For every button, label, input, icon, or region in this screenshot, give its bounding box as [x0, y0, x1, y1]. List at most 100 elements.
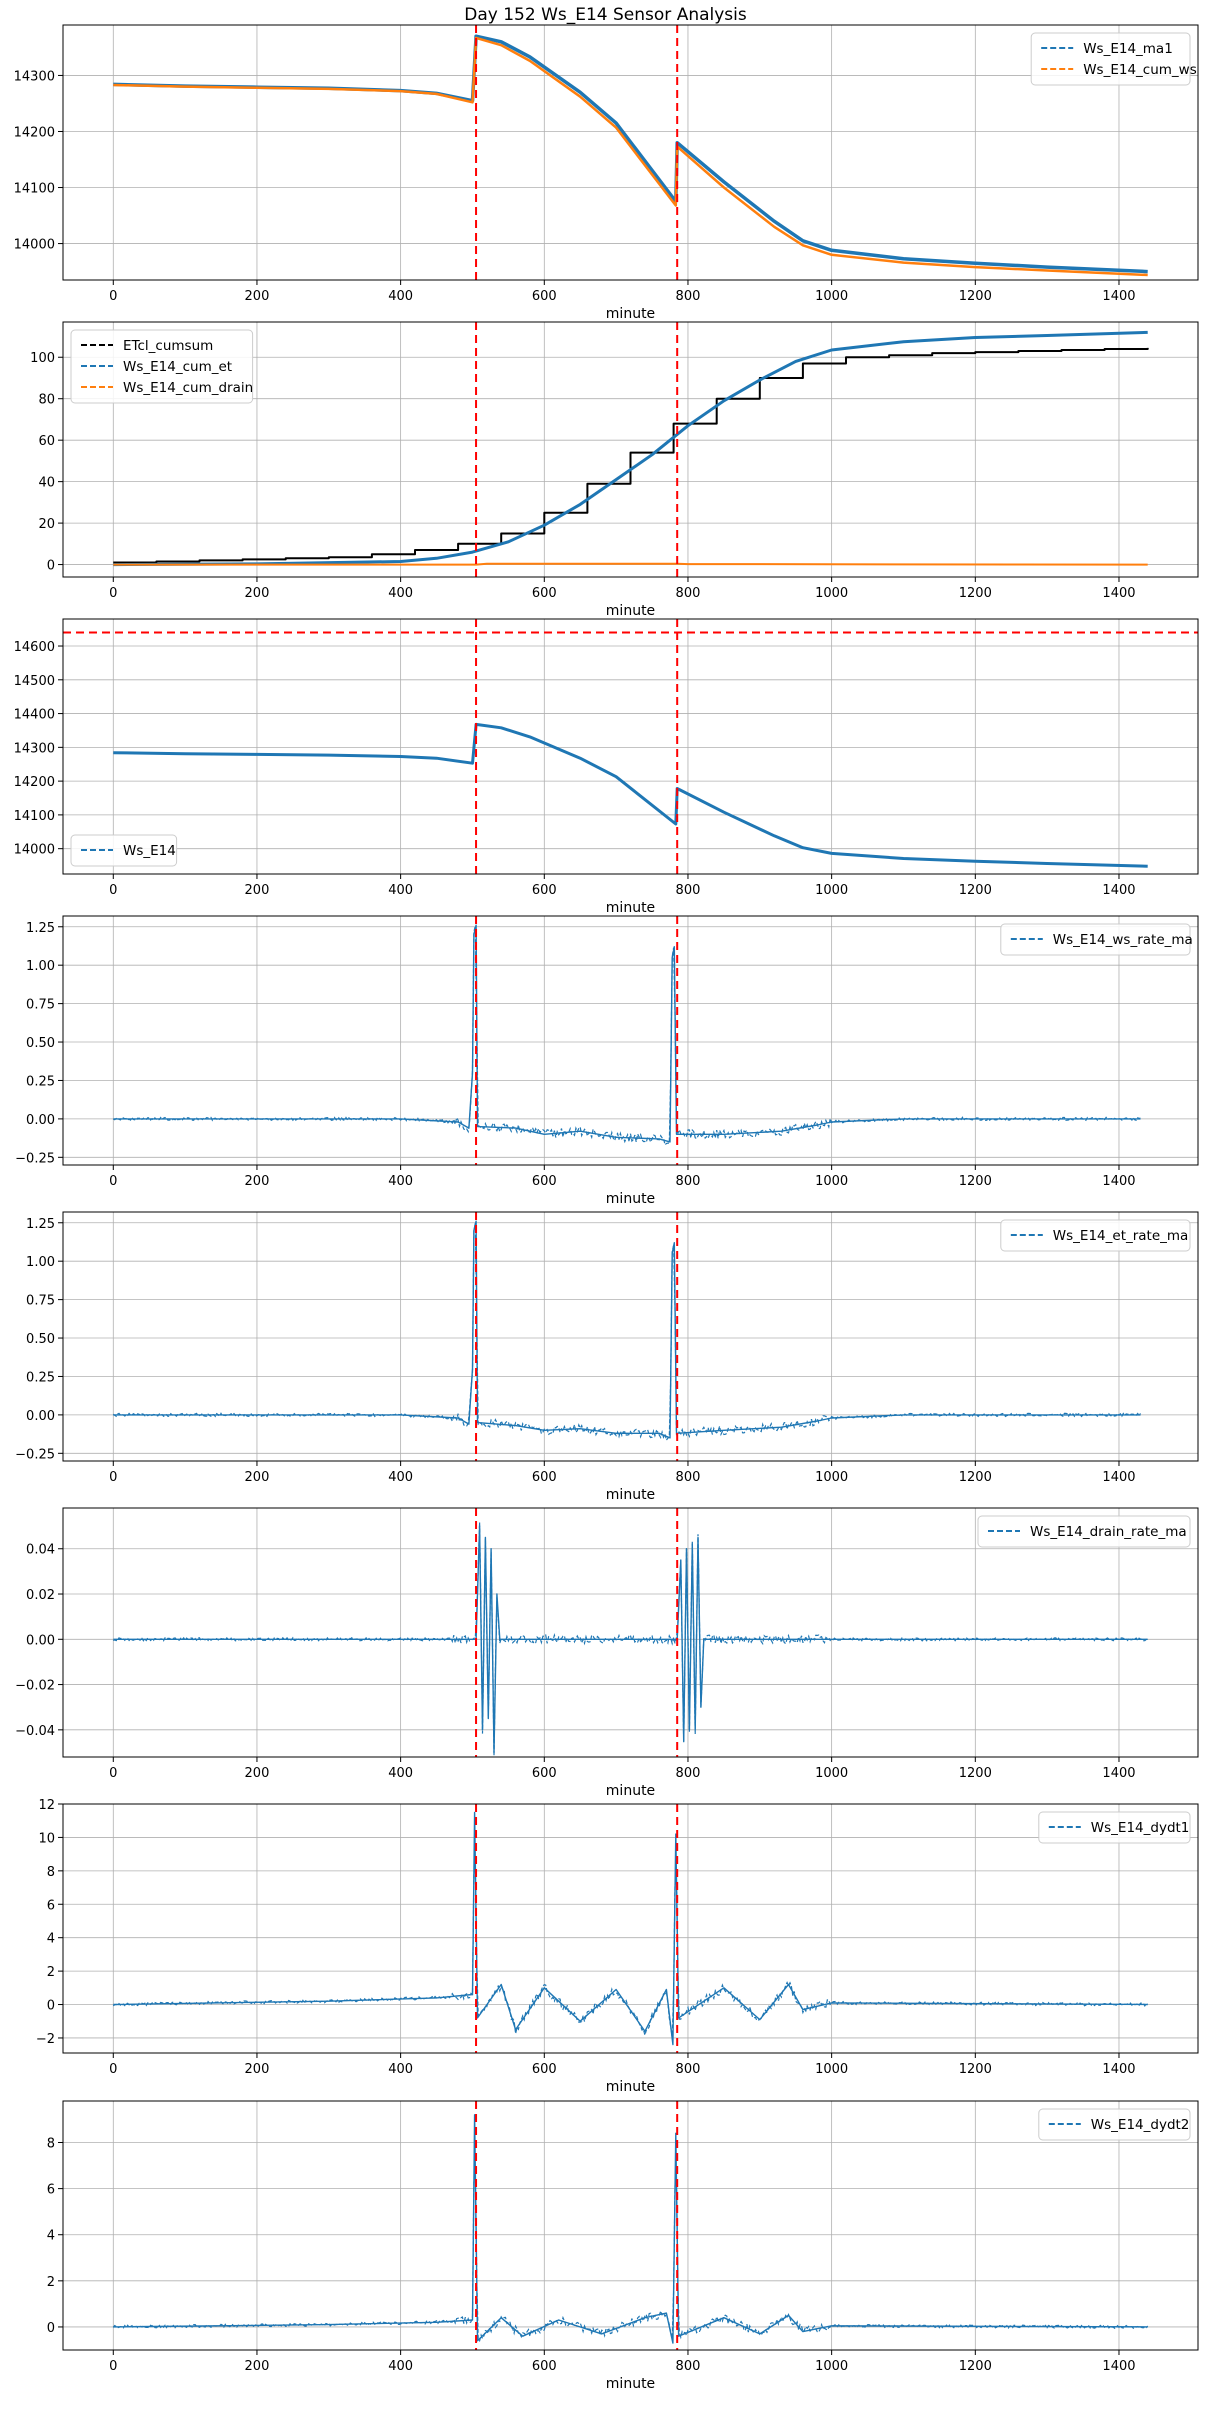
y-tick-label: 1.00: [26, 959, 55, 974]
axes-frame: [62, 2100, 1199, 2351]
y-tick-label: 6: [47, 1898, 55, 1913]
y-tick-label: 1.25: [26, 921, 55, 936]
x-tick-label: 0: [109, 1766, 117, 1781]
x-tick-label: 0: [109, 2359, 117, 2374]
series-line-Ws_E14_cum_et: [113, 330, 1148, 567]
x-tick-label: 1200: [959, 1470, 992, 1485]
x-tick-label: 600: [532, 1766, 557, 1781]
y-tick-label: −0.25: [15, 1447, 55, 1462]
x-tick-label: 1000: [815, 586, 848, 601]
subplot-1: 0 200 400 600 800 1000 1200 1400 14000 14100 14200…: [14, 24, 1199, 322]
legend: Ws_E14_ma1 Ws_E14_cum_ws: [1030, 32, 1197, 86]
axes-frame: [62, 1211, 1199, 1462]
y-tick-label: 14300: [14, 69, 55, 84]
y-tick-label: −0.25: [15, 1151, 55, 1166]
legend-label: Ws_E14_ma1: [1083, 41, 1173, 57]
legend: ETcl_cumsum Ws_E14_cum_et Ws_E14_cum_drain: [70, 329, 254, 404]
y-tick-label: 0: [47, 1999, 55, 2014]
axes-frame: [62, 24, 1199, 281]
x-tick-label: 800: [676, 1470, 701, 1485]
x-tick-label: 0: [109, 883, 117, 898]
legend-box: [1038, 1811, 1191, 1844]
y-tick-label: 0.75: [26, 998, 55, 1013]
y-tick-label: 8: [47, 1865, 55, 1880]
y-tick-label: 0.50: [26, 1036, 55, 1051]
x-tick-label: 1000: [815, 2062, 848, 2077]
x-tick-label: 1000: [815, 289, 848, 304]
axes-frame: [62, 915, 1199, 1166]
y-tick-label: −0.02: [15, 1679, 55, 1694]
legend-box: [1030, 32, 1191, 86]
series-line-Ws_E14_dydt2: [113, 2114, 1148, 2344]
series-line-Ws_E14_ws_rate_ma: [113, 924, 1141, 1143]
x-tick-label: 600: [532, 2062, 557, 2077]
y-tick-label: 20: [38, 517, 55, 532]
x-tick-label: 400: [388, 2062, 413, 2077]
y-tick-label: 14300: [14, 741, 55, 756]
x-tick-label: 200: [245, 1470, 270, 1485]
y-tick-label: 4: [47, 2229, 55, 2244]
x-tick-label: 800: [676, 883, 701, 898]
x-tick-label: 400: [388, 1174, 413, 1189]
series-line-ETcl_cumsum: [113, 347, 1149, 564]
x-tick-label: 1400: [1102, 1470, 1135, 1485]
y-tick-label: 60: [38, 434, 55, 449]
legend: Ws_E14_dydt2: [1038, 2108, 1191, 2141]
subplot-2: 0 200 400 600 800 1000 1200 1400 0 20 40 60 80 100 min…: [30, 321, 1199, 619]
y-tick-label: 0.50: [26, 1332, 55, 1347]
x-tick-label: 1200: [959, 586, 992, 601]
x-tick-label: 1000: [815, 1470, 848, 1485]
subplot-7: 0 200 400 600 800 1000 1200 1400 −2 0 2 4 6 8 10 12 minu…: [36, 1798, 1199, 2095]
x-tick-label: 1000: [815, 883, 848, 898]
y-tick-label: 100: [30, 351, 55, 366]
x-tick-label: 0: [109, 1470, 117, 1485]
legend-box: [1000, 923, 1191, 956]
x-axis-label: minute: [606, 1487, 655, 1503]
x-tick-label: 200: [245, 1766, 270, 1781]
y-tick-label: 2: [47, 1965, 55, 1980]
x-tick-label: 200: [245, 2359, 270, 2374]
y-tick-label: 0: [47, 2321, 55, 2336]
y-tick-label: 6: [47, 2183, 55, 2198]
series-line-Ws_E14_cum_drain: [113, 562, 1148, 566]
y-tick-label: 14000: [14, 238, 55, 253]
y-tick-label: 14200: [14, 125, 55, 140]
series-line-Ws_E14_et_rate_ma: [113, 1220, 1141, 1439]
x-tick-label: 800: [676, 289, 701, 304]
x-tick-label: 1200: [959, 1766, 992, 1781]
y-tick-label: 2: [47, 2275, 55, 2290]
legend-label: Ws_E14_cum_ws: [1083, 62, 1197, 78]
series-noise-Ws_E14_et_rate_ma: [112, 1222, 1142, 1442]
x-tick-label: 400: [388, 586, 413, 601]
x-axis-label: minute: [606, 306, 655, 322]
y-tick-label: 14400: [14, 708, 55, 723]
x-axis-label: minute: [606, 2079, 655, 2095]
axes-frame: [62, 618, 1199, 875]
series-noise-Ws_E14_ws_rate_ma: [113, 925, 1141, 1146]
y-tick-label: 14000: [14, 843, 55, 858]
legend-label: Ws_E14_cum_et: [123, 359, 232, 375]
axes-frame: [62, 1507, 1199, 1758]
y-tick-label: −0.04: [15, 1724, 55, 1739]
y-tick-label: 80: [38, 393, 55, 408]
x-tick-label: 0: [109, 586, 117, 601]
legend: Ws_E14_et_rate_ma: [1000, 1219, 1191, 1252]
x-tick-label: 1400: [1102, 2359, 1135, 2374]
x-tick-label: 0: [109, 2062, 117, 2077]
x-tick-label: 400: [388, 1766, 413, 1781]
y-tick-label: 8: [47, 2137, 55, 2152]
x-tick-label: 1400: [1102, 289, 1135, 304]
subplot-3: 0 200 400 600 800 1000 1200 1400 14000 14100 14200…: [14, 618, 1199, 916]
legend-box: [70, 834, 178, 867]
subplot-5: 0 200 400 600 800 1000 1200 1400 −0.25 0.00 0.25 0.…: [15, 1211, 1199, 1503]
x-tick-label: 1200: [959, 1174, 992, 1189]
series-noise-Ws_E14_dydt1: [112, 1867, 1149, 2038]
series-line-Ws_E14_dydt1: [113, 1811, 1148, 2046]
series-line-Ws_E14_cum_ws: [113, 36, 1148, 277]
y-tick-label: 0.04: [26, 1543, 55, 1558]
y-tick-label: 14600: [14, 640, 55, 655]
axes-frame: [62, 1803, 1199, 2054]
x-tick-label: 800: [676, 2062, 701, 2077]
y-tick-label: 0: [47, 559, 55, 574]
legend-box: [70, 329, 254, 404]
